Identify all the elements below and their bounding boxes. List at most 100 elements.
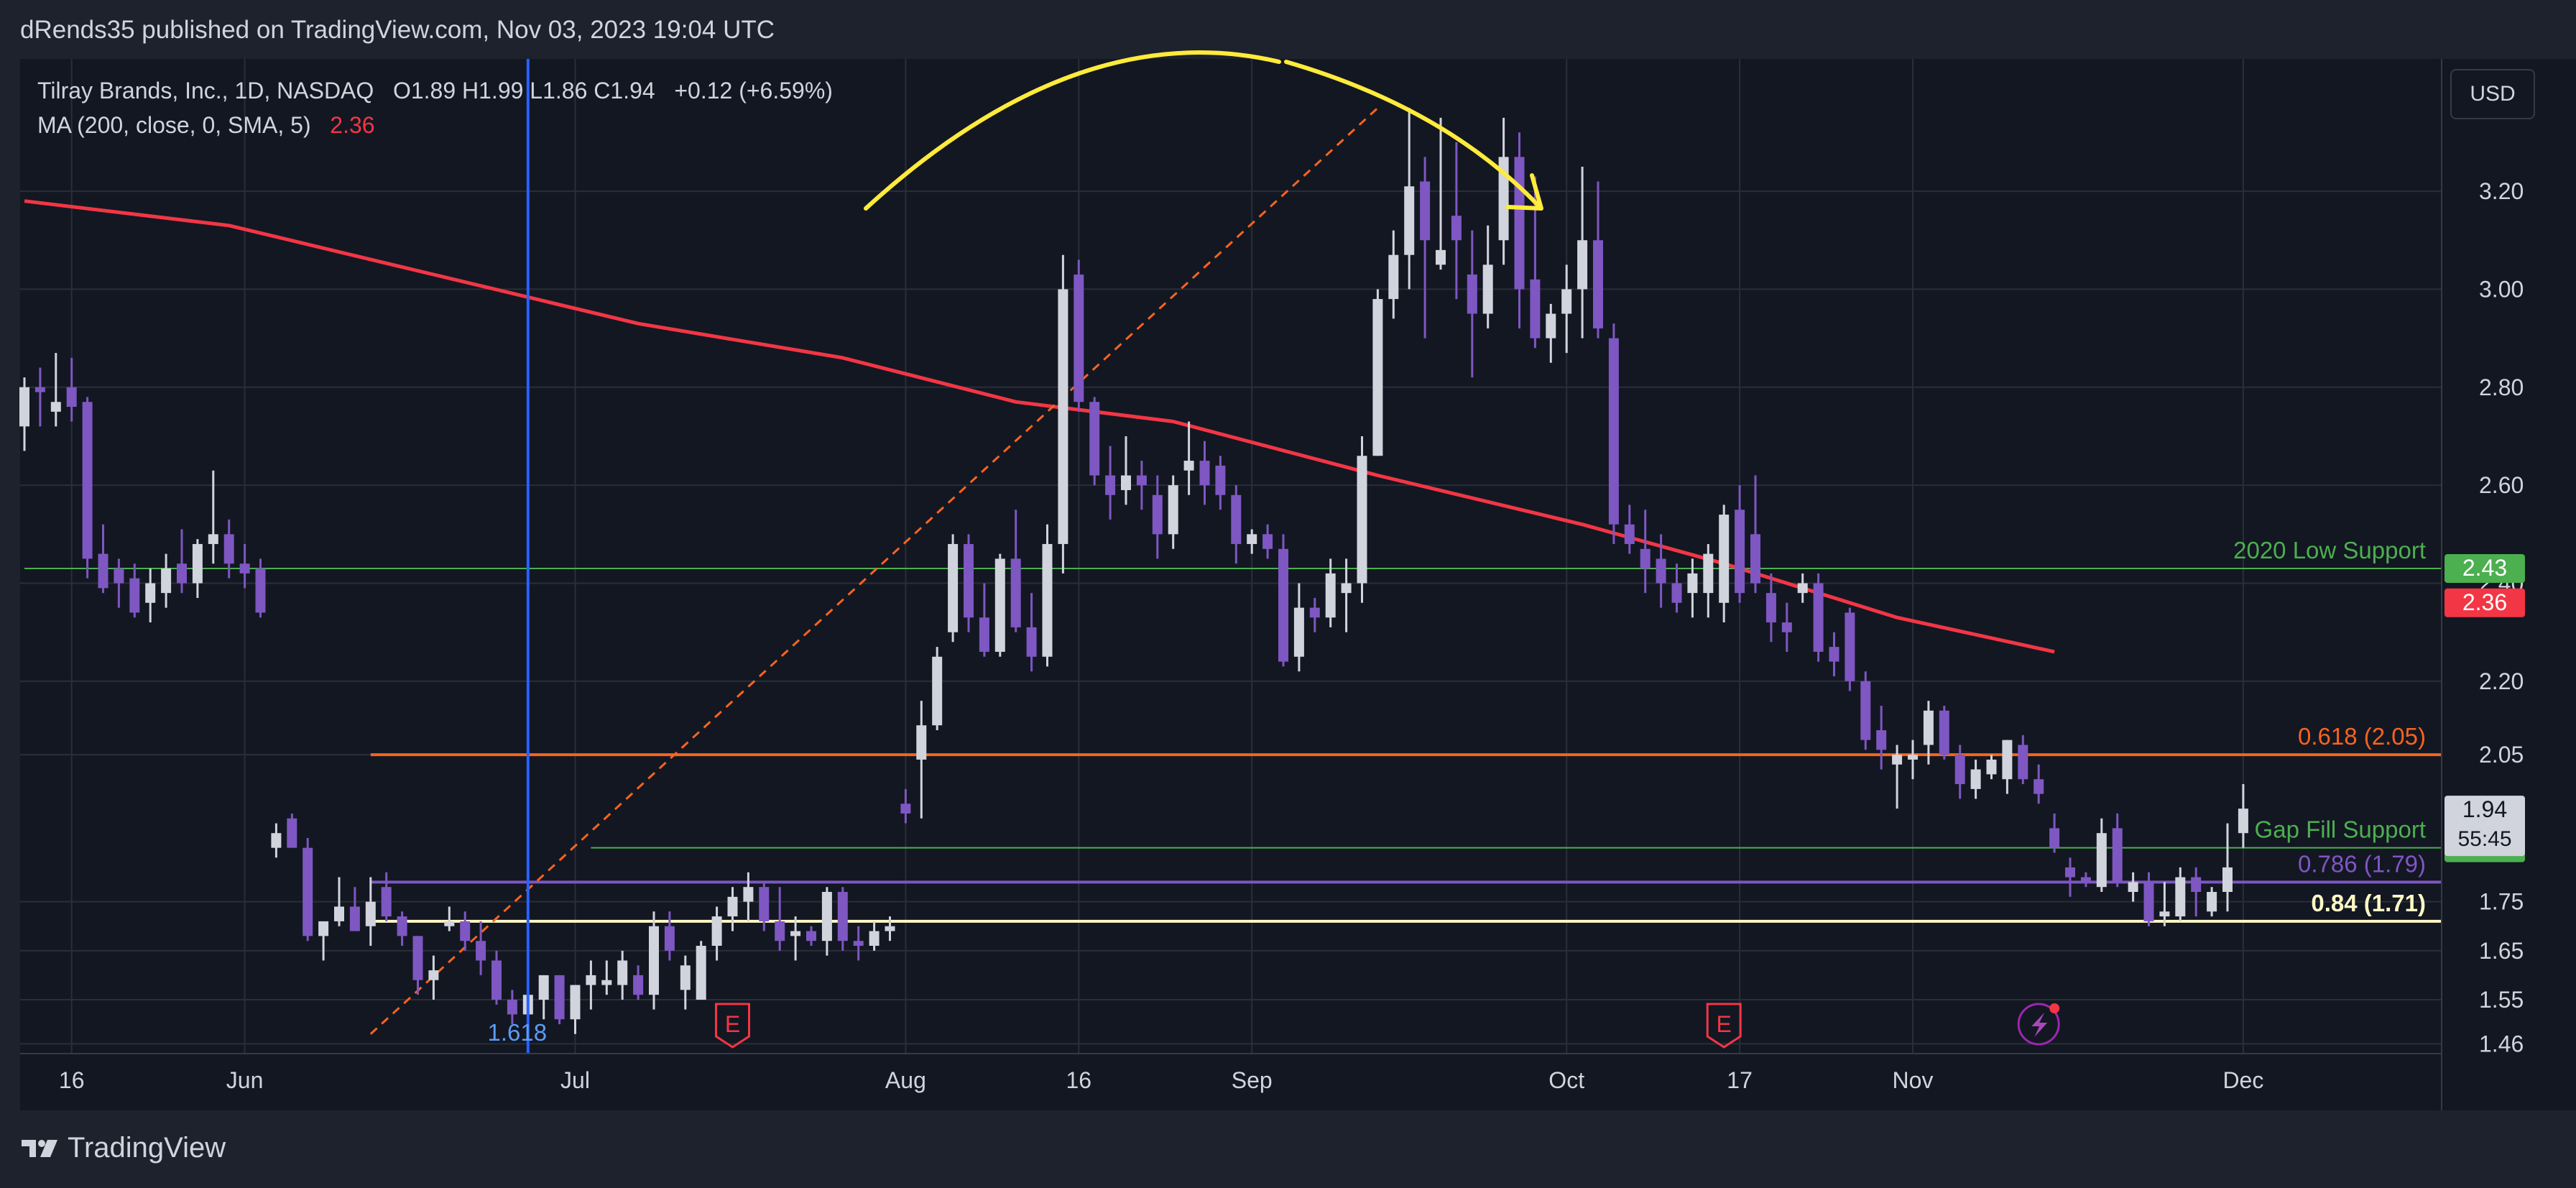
time-axis[interactable]: 16 Jun Jul Aug 16 Sep Oct 17 Nov Dec <box>59 1067 2263 1093</box>
candle-body <box>334 906 344 921</box>
candle-body <box>2065 867 2075 878</box>
price-tick-label: 1.55 <box>2479 987 2524 1013</box>
legend-ma-label: MA (200, close, 0, SMA, 5) <box>37 112 311 138</box>
currency-button[interactable]: USD <box>2450 69 2535 119</box>
candle-body <box>2128 882 2138 893</box>
candle-body <box>775 921 785 941</box>
level-label: 0.786 (1.79) <box>2298 850 2426 877</box>
price-tick-label: 1.75 <box>2479 889 2524 915</box>
arc-down-arrow <box>1284 60 1540 207</box>
candle-body <box>1781 622 1792 632</box>
candle-body <box>1341 583 1352 594</box>
candle-body <box>1121 475 1131 490</box>
candle-body <box>2238 809 2248 834</box>
candle-body <box>349 906 360 931</box>
candle-body <box>1262 534 1273 549</box>
candle-body <box>853 941 864 947</box>
candle-body <box>1719 515 1730 603</box>
fib-trend-line <box>369 107 1379 1035</box>
price-axis-background <box>2442 59 2576 1110</box>
tradingview-logo-text: TradingView <box>68 1132 226 1164</box>
candle-body <box>50 402 61 412</box>
candle-body <box>743 887 754 902</box>
candle-body <box>2096 833 2107 888</box>
notification-dot <box>2049 1003 2060 1013</box>
price-tick-label: 3.00 <box>2479 276 2524 302</box>
candle-body <box>287 818 297 848</box>
candle-body <box>1939 710 1949 755</box>
price-axis[interactable]: 1.461.551.651.752.052.202.402.602.803.00… <box>2479 178 2524 1056</box>
candle-body <box>66 387 77 407</box>
candle-body <box>1215 465 1226 495</box>
candle-body <box>916 725 927 760</box>
time-tick-label: Jul <box>560 1067 590 1093</box>
tradingview-logo[interactable]: TradingView <box>20 1132 226 1164</box>
candle-body <box>1892 755 1903 765</box>
candle-body <box>869 931 880 947</box>
candle-body <box>1482 264 1493 314</box>
candle-body <box>1860 681 1871 740</box>
candle-body <box>2049 828 2060 848</box>
level-label: 0.84 (1.71) <box>2311 890 2426 916</box>
candle-body <box>1042 543 1053 657</box>
time-tick-label: 16 <box>59 1067 85 1093</box>
candle-body <box>538 975 549 1000</box>
candle-body <box>885 926 895 931</box>
chart-background <box>20 59 2442 1110</box>
candle-body <box>554 975 565 1020</box>
earnings-marker[interactable] <box>1706 1003 1742 1049</box>
candle-body <box>696 946 706 1000</box>
candle-body <box>1687 573 1698 594</box>
candle-body <box>837 892 848 941</box>
publish-info: dRends35 published on TradingView.com, N… <box>20 16 775 44</box>
level-label: 2020 Low Support <box>2233 537 2426 563</box>
candle-body <box>177 563 187 584</box>
candle-body <box>932 656 943 726</box>
candle-body <box>2175 877 2186 917</box>
footer: TradingView <box>0 1110 2576 1188</box>
candle-body <box>2191 877 2202 893</box>
price-tick-label: 2.05 <box>2479 742 2524 768</box>
candle-body <box>759 887 770 921</box>
candle-body <box>2222 867 2233 893</box>
price-chart[interactable]: 2020 Low Support 0.618 (2.05) Gap Fill Sup… <box>0 0 2576 1110</box>
candle-body <box>1797 583 1808 594</box>
trend-line <box>369 107 1379 1035</box>
candle-body <box>397 916 407 936</box>
price-tick-label: 2.60 <box>2479 472 2524 498</box>
candle-body <box>444 921 455 926</box>
candle-body <box>145 583 156 603</box>
candle-body <box>1703 553 1714 594</box>
candle-body <box>1026 627 1037 657</box>
candle-body <box>98 553 109 589</box>
price-badge <box>2445 554 2525 584</box>
candle-body <box>1514 157 1525 290</box>
candle-body <box>586 975 596 985</box>
legend-change: +0.12 (+6.59%) <box>674 78 833 103</box>
price-tick-label: 2.20 <box>2479 668 2524 694</box>
candle-body <box>1309 607 1320 618</box>
earnings-marker[interactable] <box>715 1003 750 1049</box>
candle-body <box>412 936 423 980</box>
candle-body <box>161 568 172 594</box>
tradingview-logo-icon <box>22 1139 57 1157</box>
candle-body <box>1845 612 1855 681</box>
candle-body <box>255 568 266 613</box>
candle-body <box>476 941 486 961</box>
legend-ma-value: 2.36 <box>330 112 375 138</box>
candle-body <box>1876 730 1887 750</box>
candle-body <box>1671 583 1682 603</box>
candle-body <box>1436 249 1446 265</box>
time-tick-label: Jun <box>226 1067 264 1093</box>
candle-body <box>1451 216 1462 241</box>
time-tick-label: 17 <box>1727 1067 1753 1093</box>
candle-body <box>900 803 911 814</box>
candle-body <box>1388 254 1399 300</box>
candle-body <box>34 387 45 392</box>
candle-body <box>1247 534 1257 544</box>
candle-body <box>1624 524 1635 544</box>
cycle-label: 1.618 <box>488 1019 548 1046</box>
lightning-icon[interactable] <box>2017 1003 2060 1046</box>
candle-body <box>1058 289 1068 544</box>
